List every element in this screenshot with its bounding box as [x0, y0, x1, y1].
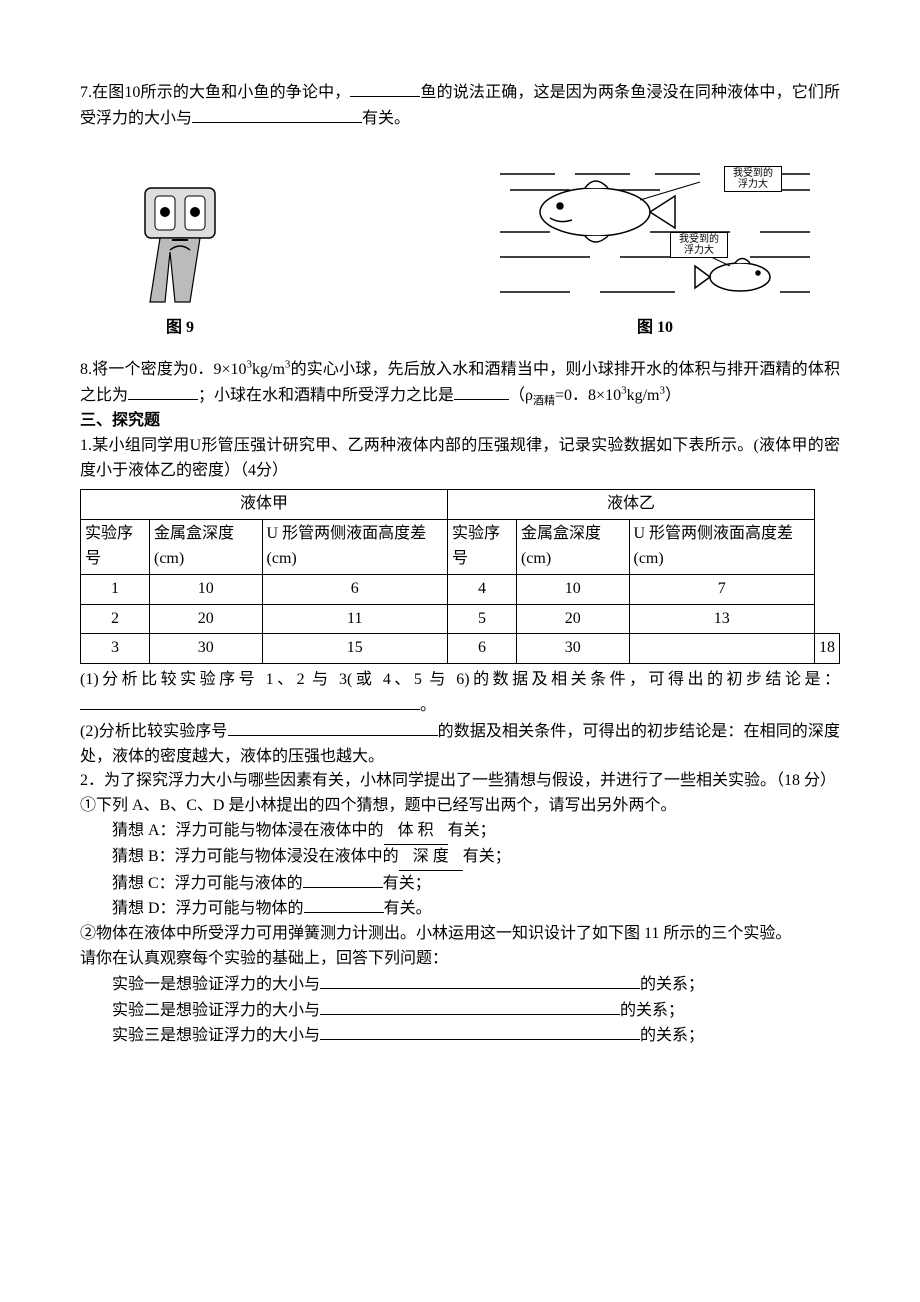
col-depth-a: 金属盒深度(cm) [150, 520, 263, 575]
guess-d-blank[interactable] [304, 896, 384, 913]
cell: 20 [150, 604, 263, 634]
cell: 3 [81, 634, 150, 664]
guess-b: 猜想 B：浮力可能与物体浸没在液体中的深 度有关； [80, 845, 840, 871]
exp3-pre: 实验三是想验证浮力的大小与 [112, 1027, 320, 1044]
figure-10-image: 我受到的浮力大 我受到的浮力大 [500, 162, 810, 312]
exp3-blank[interactable] [320, 1023, 640, 1040]
cell: 6 [262, 574, 447, 604]
exp-3-line: 实验三是想验证浮力的大小与 的关系； [80, 1023, 840, 1049]
q7-text-a: 7.在图10所示的大鱼和小鱼的争论中， [80, 84, 350, 101]
guess-b-fill: 深 度 [399, 845, 463, 871]
figure-9-caption: 图 9 [166, 316, 194, 341]
section-3-title: 三、探究题 [80, 409, 840, 434]
cell: 30 [150, 634, 263, 664]
figure-9: 图 9 [120, 182, 240, 341]
guess-b-pre: 猜想 B：浮力可能与物体浸没在液体中的 [112, 848, 399, 865]
exp1-post: 的关系； [640, 976, 704, 993]
guess-c-pre: 猜想 C：浮力可能与液体的 [112, 875, 303, 892]
exp3-post: 的关系； [640, 1027, 704, 1044]
col-diff-b: U 形管两侧液面高度差(cm) [629, 520, 814, 575]
guess-c-blank[interactable] [303, 871, 383, 888]
s3q1-sub2-a: (2)分析比较实验序号 [80, 723, 228, 740]
cell: 10 [516, 574, 629, 604]
exp2-blank[interactable] [320, 998, 620, 1015]
s3q1-sub1-b: 。 [420, 697, 436, 714]
guess-a-post: 有关； [448, 822, 496, 839]
figure-10-bubble-big-fish: 我受到的浮力大 [724, 166, 782, 192]
figure-10-bubble-small-fish: 我受到的浮力大 [670, 232, 728, 258]
q8-unit-2: kg/m [627, 387, 660, 404]
s3q2-p1-intro: ①下列 A、B、C、D 是小林提出的四个猜想，题中已经写出两个，请写出另外两个。 [80, 794, 840, 819]
s3q1-sub1-a: (1)分析比较实验序号 1、2 与 3(或 4、5 与 6)的数据及相关条件，可… [80, 671, 840, 688]
cell: 7 [629, 574, 814, 604]
s3q2-p2-lead: 请你在认真观察每个实验的基础上，回答下列问题： [80, 947, 840, 972]
table-row: 1 10 6 4 10 7 [81, 574, 840, 604]
s3q1-sub2-blank[interactable] [228, 719, 438, 736]
guess-c: 猜想 C：浮力可能与液体的 有关； [80, 871, 840, 897]
s3q1-sub1-blank[interactable] [80, 693, 420, 710]
s3q2-p2-intro: ②物体在液体中所受浮力可用弹簧测力计测出。小林运用这一知识设计了如下图 11 所… [80, 922, 840, 947]
guess-a: 猜想 A：浮力可能与物体浸在液体中的体 积有关； [80, 819, 840, 845]
q8-text-c: ；小球在水和酒精中所受浮力之比是 [198, 387, 454, 404]
guess-a-fill: 体 积 [384, 819, 448, 845]
cell: 1 [81, 574, 150, 604]
guess-b-post: 有关； [463, 848, 511, 865]
s3q1-sub2: (2)分析比较实验序号的数据及相关条件，可得出的初步结论是：在相同的深度处，液体… [80, 719, 840, 770]
q8-unit-1: kg/m [252, 361, 285, 378]
q8-blank-2[interactable] [454, 383, 509, 400]
question-7: 7.在图10所示的大鱼和小鱼的争论中，鱼的说法正确，这是因为两条鱼浸没在同种液体… [80, 80, 840, 132]
cell: 13 [629, 604, 814, 634]
col-seq-b: 实验序号 [447, 520, 516, 575]
cell: 6 [447, 634, 516, 664]
exp2-post: 的关系； [620, 1002, 684, 1019]
cell: 5 [447, 604, 516, 634]
question-8: 8.将一个密度为0．9×103kg/m3的实心小球，先后放入水和酒精当中，则小球… [80, 358, 840, 409]
cell: 11 [262, 604, 447, 634]
q7-blank-2[interactable] [192, 106, 362, 123]
q8-close: ） [665, 387, 681, 404]
guess-d-post: 有关。 [384, 900, 432, 917]
q7-text-c: 有关。 [362, 110, 410, 127]
pressure-data-table: 液体甲 液体乙 实验序号 金属盒深度(cm) U 形管两侧液面高度差(cm) 实… [80, 489, 840, 664]
page-container: 7.在图10所示的大鱼和小鱼的争论中，鱼的说法正确，这是因为两条鱼浸没在同种液体… [0, 0, 920, 1109]
q8-rho-sub: 酒精 [533, 395, 555, 407]
guess-d: 猜想 D：浮力可能与物体的 有关。 [80, 896, 840, 922]
col-depth-b: 金属盒深度(cm) [516, 520, 629, 575]
table-group-b: 液体乙 [447, 490, 814, 520]
col-seq-a: 实验序号 [81, 520, 150, 575]
cell: 30 [516, 634, 629, 664]
figure-10: 我受到的浮力大 我受到的浮力大 图 10 [500, 162, 810, 341]
s3q2-stem: 2．为了探究浮力大小与哪些因素有关，小林同学提出了一些猜想与假设，并进行了一些相… [80, 769, 840, 794]
cell: 4 [447, 574, 516, 604]
exp1-pre: 实验一是想验证浮力的大小与 [112, 976, 320, 993]
col-diff-a: U 形管两侧液面高度差(cm) [262, 520, 447, 575]
q8-text-a: 8.将一个密度为0．9×10 [80, 361, 247, 378]
figure-10-caption: 图 10 [637, 316, 673, 341]
guess-a-pre: 猜想 A：浮力可能与物体浸在液体中的 [112, 822, 384, 839]
table-group-a: 液体甲 [81, 490, 448, 520]
exp2-pre: 实验二是想验证浮力的大小与 [112, 1002, 320, 1019]
cell: 18 [814, 634, 839, 664]
exp1-blank[interactable] [320, 972, 640, 989]
guess-c-post: 有关； [383, 875, 431, 892]
exp-1-line: 实验一是想验证浮力的大小与 的关系； [80, 972, 840, 998]
table-row: 3 30 15 6 30 18 [81, 634, 840, 664]
q8-rho-b: =0．8×10 [555, 387, 621, 404]
cell: 10 [150, 574, 263, 604]
q8-blank-1[interactable] [128, 383, 198, 400]
cell: 20 [516, 604, 629, 634]
s3q1-stem: 1.某小组同学用U形管压强计研究甲、乙两种液体内部的压强规律，记录实验数据如下表… [80, 434, 840, 484]
s3q1-sub1: (1)分析比较实验序号 1、2 与 3(或 4、5 与 6)的数据及相关条件，可… [80, 668, 840, 719]
table-row: 2 20 11 5 20 13 [81, 604, 840, 634]
figure-9-image [120, 182, 240, 312]
guess-d-pre: 猜想 D：浮力可能与物体的 [112, 900, 304, 917]
cell: 2 [81, 604, 150, 634]
cell: 15 [262, 634, 447, 664]
figure-row: 图 9 [80, 162, 840, 341]
q7-blank-1[interactable] [350, 80, 420, 97]
q8-rho-a: （ρ [509, 387, 533, 404]
exp-2-line: 实验二是想验证浮力的大小与 的关系； [80, 998, 840, 1024]
